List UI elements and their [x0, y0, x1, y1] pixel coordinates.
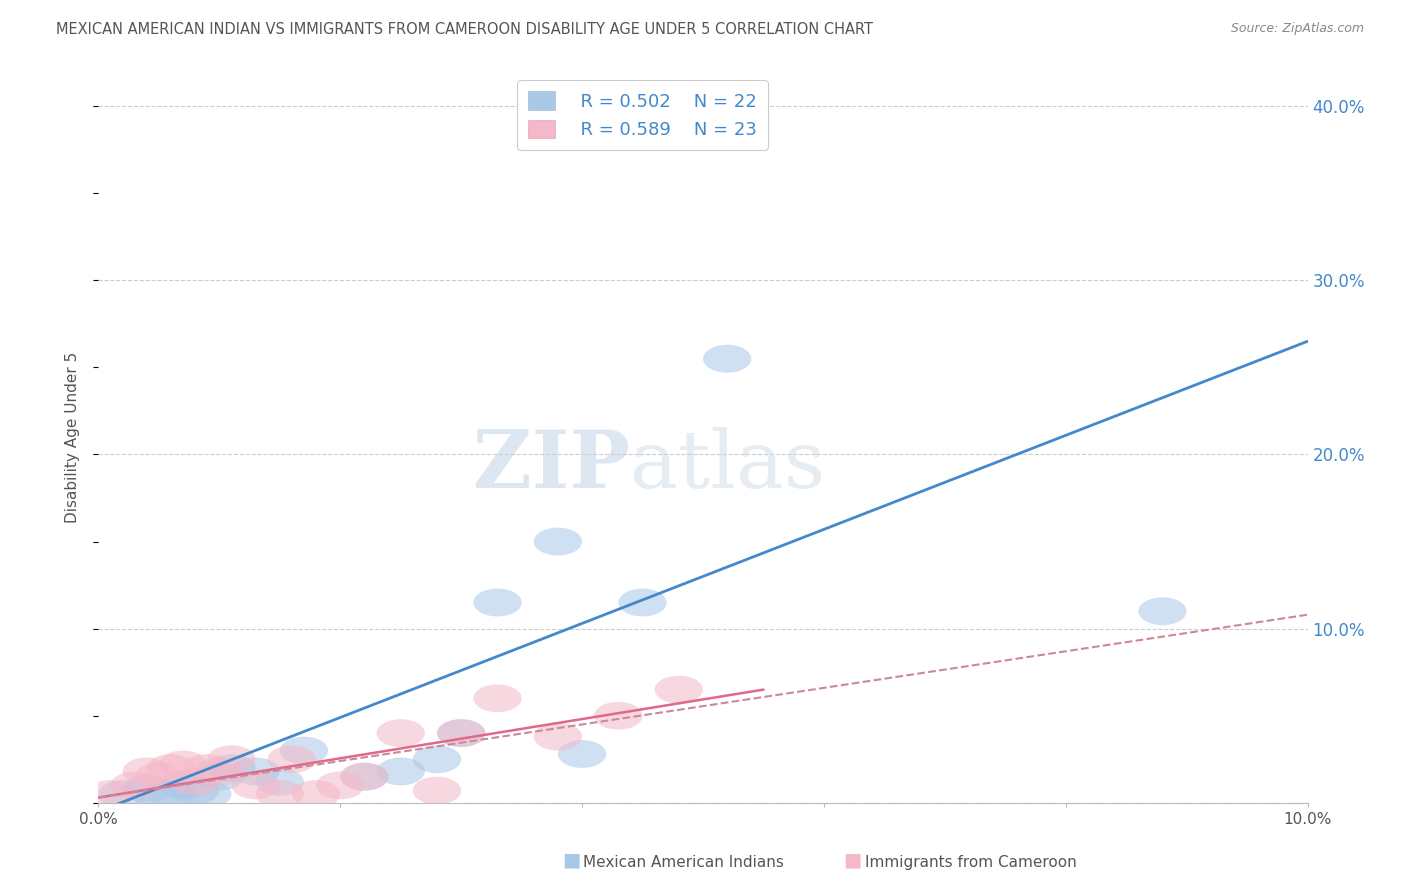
Ellipse shape: [267, 746, 316, 773]
Ellipse shape: [195, 763, 243, 790]
Text: Source: ZipAtlas.com: Source: ZipAtlas.com: [1230, 22, 1364, 36]
Ellipse shape: [146, 754, 195, 782]
Ellipse shape: [534, 723, 582, 750]
Text: Immigrants from Cameroon: Immigrants from Cameroon: [865, 855, 1077, 870]
Ellipse shape: [340, 763, 388, 790]
Ellipse shape: [159, 772, 207, 799]
Ellipse shape: [340, 763, 388, 790]
Ellipse shape: [86, 780, 135, 808]
Ellipse shape: [232, 757, 280, 785]
Ellipse shape: [111, 772, 159, 799]
Ellipse shape: [474, 684, 522, 712]
Text: ZIP: ZIP: [474, 427, 630, 506]
Text: ■: ■: [844, 851, 862, 870]
Ellipse shape: [437, 719, 485, 747]
Ellipse shape: [172, 768, 219, 796]
Ellipse shape: [172, 777, 219, 805]
Ellipse shape: [256, 780, 304, 808]
Ellipse shape: [703, 345, 751, 373]
Text: ■: ■: [562, 851, 581, 870]
Ellipse shape: [183, 780, 232, 808]
Ellipse shape: [122, 757, 172, 785]
Ellipse shape: [1139, 598, 1187, 625]
Text: atlas: atlas: [630, 427, 825, 506]
Ellipse shape: [207, 746, 256, 773]
Ellipse shape: [558, 740, 606, 768]
Ellipse shape: [413, 777, 461, 805]
Text: MEXICAN AMERICAN INDIAN VS IMMIGRANTS FROM CAMEROON DISABILITY AGE UNDER 5 CORRE: MEXICAN AMERICAN INDIAN VS IMMIGRANTS FR…: [56, 22, 873, 37]
Ellipse shape: [207, 754, 256, 782]
Ellipse shape: [377, 757, 425, 785]
Ellipse shape: [146, 780, 195, 808]
Ellipse shape: [474, 589, 522, 616]
Ellipse shape: [413, 746, 461, 773]
Ellipse shape: [159, 750, 207, 779]
Ellipse shape: [377, 719, 425, 747]
Ellipse shape: [122, 775, 172, 803]
Ellipse shape: [316, 772, 364, 799]
Ellipse shape: [437, 719, 485, 747]
Ellipse shape: [256, 768, 304, 796]
Y-axis label: Disability Age Under 5: Disability Age Under 5: [65, 351, 80, 523]
Ellipse shape: [232, 772, 280, 799]
Ellipse shape: [280, 737, 328, 764]
Ellipse shape: [135, 784, 183, 812]
Ellipse shape: [98, 780, 146, 808]
Ellipse shape: [534, 528, 582, 556]
Legend:   R = 0.502    N = 22,   R = 0.589    N = 23: R = 0.502 N = 22, R = 0.589 N = 23: [517, 80, 768, 150]
Ellipse shape: [183, 754, 232, 782]
Ellipse shape: [595, 702, 643, 730]
Ellipse shape: [655, 675, 703, 704]
Ellipse shape: [135, 763, 183, 790]
Ellipse shape: [195, 757, 243, 785]
Ellipse shape: [619, 589, 666, 616]
Text: Mexican American Indians: Mexican American Indians: [583, 855, 785, 870]
Ellipse shape: [292, 780, 340, 808]
